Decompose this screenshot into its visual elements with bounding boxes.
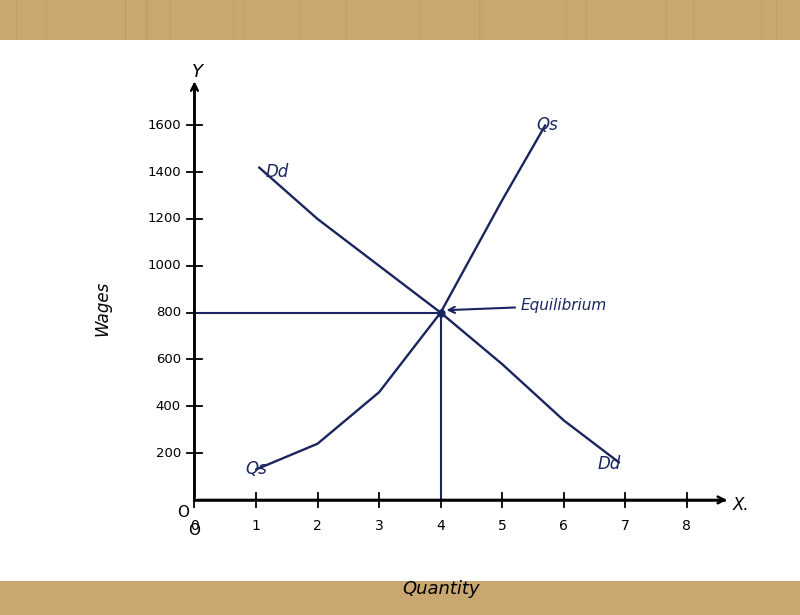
- Text: Dd: Dd: [598, 454, 621, 473]
- Text: 7: 7: [621, 518, 630, 533]
- Text: 1400: 1400: [147, 165, 181, 178]
- Text: Qs: Qs: [536, 116, 558, 134]
- Text: 1000: 1000: [147, 260, 181, 272]
- Text: Dd: Dd: [266, 163, 289, 181]
- Text: Quantity: Quantity: [402, 579, 479, 598]
- Text: 1200: 1200: [147, 212, 181, 226]
- Text: 400: 400: [156, 400, 181, 413]
- Text: Equilibrium: Equilibrium: [449, 298, 607, 313]
- Text: X.: X.: [733, 496, 750, 514]
- Text: Y: Y: [192, 63, 203, 81]
- Text: 0: 0: [190, 518, 199, 533]
- Text: 3: 3: [374, 518, 383, 533]
- Text: Wages: Wages: [93, 280, 111, 336]
- Text: 6: 6: [559, 518, 568, 533]
- Text: 8: 8: [682, 518, 691, 533]
- Text: 1: 1: [251, 518, 261, 533]
- Text: 200: 200: [156, 446, 181, 459]
- Text: 2: 2: [313, 518, 322, 533]
- Text: Qs: Qs: [245, 461, 266, 478]
- Text: 800: 800: [156, 306, 181, 319]
- Text: 5: 5: [498, 518, 506, 533]
- Text: 1600: 1600: [147, 119, 181, 132]
- Text: 600: 600: [156, 353, 181, 366]
- Text: 4: 4: [436, 518, 445, 533]
- Text: O: O: [178, 506, 190, 520]
- Text: O: O: [189, 523, 201, 538]
